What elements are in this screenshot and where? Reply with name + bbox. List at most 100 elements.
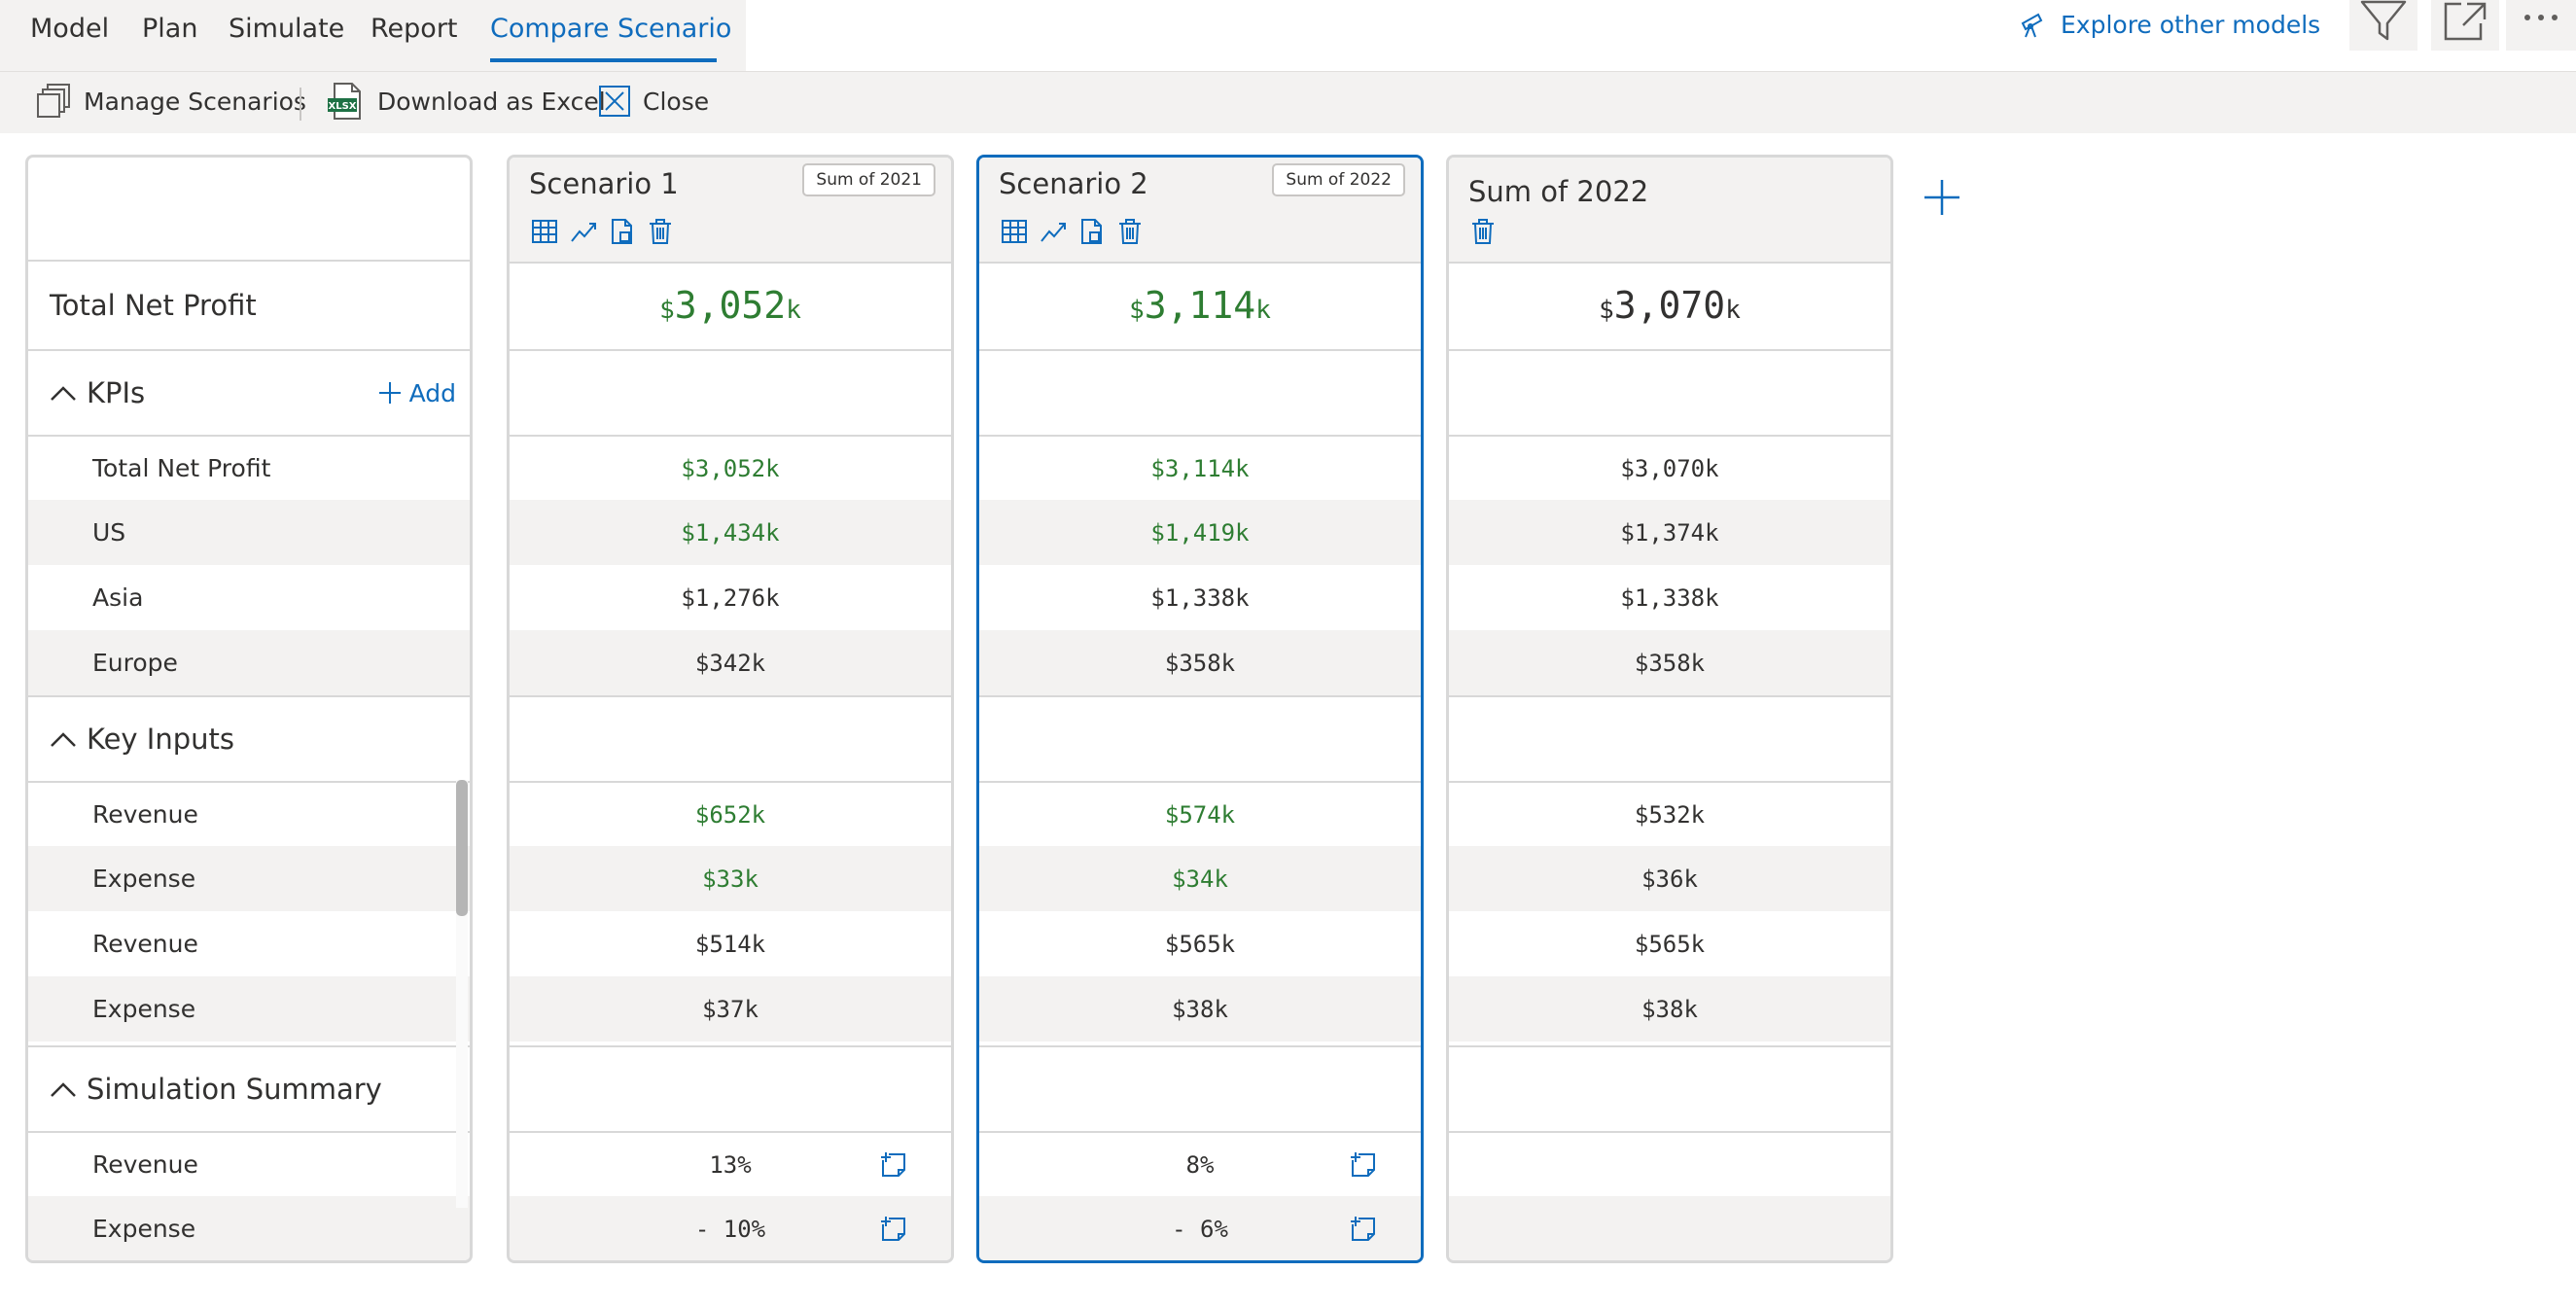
aggregation-badge[interactable]: Sum of 2022 <box>1272 163 1405 196</box>
kpi-value: $358k <box>1634 649 1706 677</box>
manage-scenarios-label: Manage Scenarios <box>84 87 306 116</box>
section-header-key-inputs: Key Inputs <box>28 695 470 781</box>
filter-button[interactable] <box>2349 0 2417 51</box>
list-item: Asia <box>28 565 470 630</box>
plus-icon <box>1923 178 1961 217</box>
section-spacer <box>510 349 951 435</box>
table-row: $36k <box>1449 846 1890 911</box>
manage-scenarios-button[interactable]: Manage Scenarios <box>35 80 306 123</box>
tab-compare-scenario[interactable]: Compare Scenario <box>490 14 732 44</box>
active-tab-indicator <box>490 58 717 62</box>
delete-scenario-icon[interactable] <box>1117 218 1143 245</box>
input-value: $574k <box>1164 800 1236 829</box>
kpi-value: $358k <box>1164 649 1236 677</box>
explore-other-models-link[interactable]: Explore other models <box>2018 10 2320 39</box>
more-options-button[interactable] <box>2506 0 2576 51</box>
list-item: Revenue <box>28 781 470 846</box>
download-excel-button[interactable]: XLSX Download as Excel <box>327 80 606 123</box>
scenario-card-2[interactable]: Scenario 2 Sum of 2022 $3,114k $3,114k $… <box>976 155 1424 1263</box>
scenario-actions <box>531 218 685 245</box>
filter-icon <box>2358 0 2409 43</box>
table-row: $565k <box>1449 911 1890 976</box>
tab-model[interactable]: Model <box>30 14 110 44</box>
table-row: $514k <box>510 911 951 976</box>
download-excel-label: Download as Excel <box>377 87 606 116</box>
add-kpi-button[interactable]: Add <box>378 379 456 407</box>
add-note-icon[interactable] <box>1349 1215 1378 1244</box>
scenario-title: Scenario 1 <box>529 167 679 200</box>
list-item: US <box>28 500 470 565</box>
table-row: $1,276k <box>510 565 951 630</box>
list-item: Expense <box>28 846 470 911</box>
tab-report[interactable]: Report <box>371 14 458 44</box>
list-item: Revenue <box>28 1131 470 1196</box>
headline-row: $3,052k <box>510 262 951 349</box>
section-spacer <box>510 695 951 781</box>
toolbar-divider <box>300 88 301 121</box>
row-label: Expense <box>92 865 196 893</box>
chart-view-icon[interactable] <box>570 218 597 245</box>
kpi-value: $1,338k <box>1620 583 1719 612</box>
delete-scenario-icon[interactable] <box>648 218 673 245</box>
scrollbar-thumb[interactable] <box>456 780 468 916</box>
row-label: Europe <box>92 649 178 677</box>
row-label: Expense <box>92 1215 196 1243</box>
manage-scenarios-icon <box>35 83 72 120</box>
summary-value: - 10% <box>694 1215 766 1243</box>
kpi-value: $1,374k <box>1620 518 1719 547</box>
table-row: $1,434k <box>510 500 951 565</box>
add-note-icon[interactable] <box>1349 1150 1378 1180</box>
scenario-card-3[interactable]: Sum of 2022 $3,070k $3,070k $1,374k $1,3… <box>1446 155 1893 1263</box>
table-row: $38k <box>1449 976 1890 1042</box>
input-value: $37k <box>702 995 759 1023</box>
input-value: $514k <box>694 930 766 958</box>
tab-plan[interactable]: Plan <box>142 14 198 44</box>
input-value: $565k <box>1634 930 1706 958</box>
table-row: $37k <box>510 976 951 1042</box>
focus-mode-button[interactable] <box>2431 0 2499 51</box>
add-note-icon[interactable] <box>879 1215 908 1244</box>
export-scenario-icon[interactable] <box>1078 218 1106 245</box>
collapse-simulation-summary-chevron-icon[interactable] <box>50 1080 77 1098</box>
export-scenario-icon[interactable] <box>609 218 636 245</box>
row-label: Revenue <box>92 930 198 958</box>
scenario-title: Sum of 2022 <box>1468 175 1649 208</box>
scenario-header: Sum of 2022 <box>1449 158 1890 264</box>
summary-value: - 6% <box>1172 1215 1228 1243</box>
kpi-value: $1,338k <box>1150 583 1250 612</box>
chart-view-icon[interactable] <box>1040 218 1067 245</box>
table-row: 13% <box>510 1131 951 1196</box>
input-value: $532k <box>1634 800 1706 829</box>
table-row: $3,114k <box>979 435 1421 500</box>
close-button[interactable]: Close <box>598 80 709 123</box>
table-row: $652k <box>510 781 951 846</box>
section-title-kpis: KPIs <box>87 376 146 409</box>
kpi-value: $3,070k <box>1620 454 1719 482</box>
delete-scenario-icon[interactable] <box>1470 218 1496 245</box>
table-row: $33k <box>510 846 951 911</box>
headline-value: $3,114k <box>1129 284 1271 327</box>
summary-value: 8% <box>1185 1150 1215 1179</box>
kpi-value: $1,276k <box>681 583 780 612</box>
scenario-card-1[interactable]: Scenario 1 Sum of 2021 $3,052k $3,052k $… <box>507 155 954 1263</box>
table-view-icon[interactable] <box>531 218 558 245</box>
toolbar: Manage Scenarios XLSX Download as Excel … <box>0 71 2576 133</box>
input-value: $38k <box>1641 995 1698 1023</box>
table-row: $1,374k <box>1449 500 1890 565</box>
section-header-kpis: KPIs Add <box>28 349 470 435</box>
aggregation-badge[interactable]: Sum of 2021 <box>802 163 935 196</box>
add-note-icon[interactable] <box>879 1150 908 1180</box>
section-title-key-inputs: Key Inputs <box>87 723 234 756</box>
headline-label-row: Total Net Profit <box>28 262 470 349</box>
collapse-key-inputs-chevron-icon[interactable] <box>50 730 77 748</box>
collapse-kpis-chevron-icon[interactable] <box>50 384 77 402</box>
section-header-simulation-summary: Simulation Summary <box>28 1045 470 1131</box>
table-view-icon[interactable] <box>1001 218 1028 245</box>
list-item: Europe <box>28 630 470 695</box>
section-spacer <box>1449 349 1890 435</box>
tab-simulate[interactable]: Simulate <box>229 14 345 44</box>
add-scenario-button[interactable] <box>1923 178 1961 217</box>
table-row: $38k <box>979 976 1421 1042</box>
add-kpi-label: Add <box>408 378 456 407</box>
excel-badge: XLSX <box>329 101 357 112</box>
